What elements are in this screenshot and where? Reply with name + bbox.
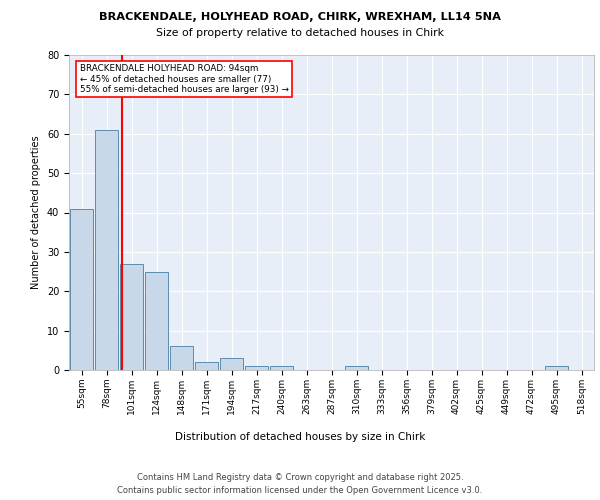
Bar [95,130,118,370]
Bar [220,358,244,370]
Text: BRACKENDALE, HOLYHEAD ROAD, CHIRK, WREXHAM, LL14 5NA: BRACKENDALE, HOLYHEAD ROAD, CHIRK, WREXH… [99,12,501,22]
Bar [194,362,218,370]
Bar [269,366,293,370]
Bar [545,366,568,370]
Bar [145,272,169,370]
Text: BRACKENDALE HOLYHEAD ROAD: 94sqm
← 45% of detached houses are smaller (77)
55% o: BRACKENDALE HOLYHEAD ROAD: 94sqm ← 45% o… [79,64,289,94]
Bar [245,366,268,370]
Text: Size of property relative to detached houses in Chirk: Size of property relative to detached ho… [156,28,444,38]
Text: Distribution of detached houses by size in Chirk: Distribution of detached houses by size … [175,432,425,442]
Text: Contains public sector information licensed under the Open Government Licence v3: Contains public sector information licen… [118,486,482,495]
Bar [119,264,143,370]
Bar [170,346,193,370]
Bar [344,366,368,370]
Text: Contains HM Land Registry data © Crown copyright and database right 2025.: Contains HM Land Registry data © Crown c… [137,472,463,482]
Bar [70,208,94,370]
Y-axis label: Number of detached properties: Number of detached properties [31,136,41,290]
